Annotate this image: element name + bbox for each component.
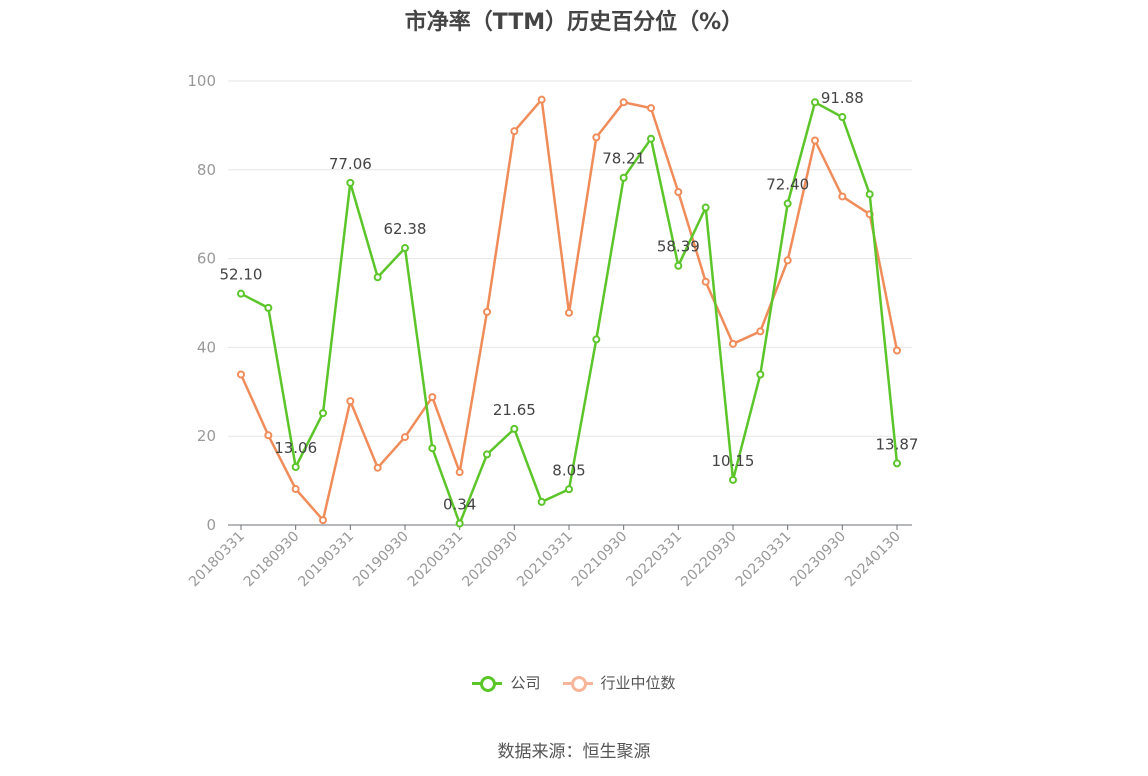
data-point-industry	[401, 433, 409, 442]
data-point-company	[537, 497, 546, 506]
data-point-industry	[647, 104, 655, 113]
y-tick-label: 80	[197, 161, 216, 179]
x-tick-label: 20180930	[241, 529, 303, 591]
data-source: 数据来源：恒生聚源	[497, 742, 651, 762]
data-point-company	[783, 199, 792, 208]
x-tick-label: 20180331	[186, 529, 248, 591]
data-point-industry	[592, 133, 601, 142]
data-point-company	[756, 370, 765, 379]
data-label: 13.87	[876, 435, 919, 453]
data-point-industry	[565, 308, 573, 317]
data-point-industry	[510, 127, 519, 136]
data-point-industry	[783, 256, 792, 265]
legend-company-swatch-icon	[472, 675, 503, 692]
data-point-company	[865, 190, 874, 199]
data-point-industry	[237, 370, 245, 379]
data-point-industry	[291, 485, 300, 494]
data-point-company	[893, 459, 901, 468]
legend-item-industry[interactable]: 行业中位数	[562, 672, 676, 693]
data-label: 0.34	[443, 495, 476, 513]
data-point-company	[319, 409, 327, 418]
data-label: 8.05	[552, 461, 585, 479]
legend-item-company[interactable]: 公司	[472, 672, 541, 693]
data-point-industry	[674, 188, 683, 196]
data-point-company	[373, 273, 382, 282]
data-point-industry	[811, 136, 819, 145]
data-point-industry	[373, 463, 382, 472]
data-point-industry	[756, 327, 765, 336]
data-point-industry	[455, 468, 464, 477]
legend-company-label: 公司	[510, 674, 541, 692]
x-tick-label: 20230331	[733, 529, 795, 591]
x-tick-label: 20220331	[623, 529, 685, 591]
data-point-company	[237, 289, 245, 298]
data-label: 91.88	[821, 89, 864, 107]
data-label: 21.65	[493, 401, 536, 419]
y-tick-label: 0	[206, 516, 216, 534]
data-label: 62.38	[384, 220, 427, 238]
y-tick-label: 40	[197, 338, 216, 356]
x-tick-label: 20190930	[350, 529, 412, 591]
y-tick-label: 20	[197, 427, 216, 445]
data-point-industry	[483, 307, 491, 316]
chart-title: 市净率（TTM）历史百分位（%）	[404, 10, 744, 35]
data-point-industry	[893, 346, 901, 355]
data-label: 72.40	[766, 176, 809, 194]
data-point-industry	[428, 393, 437, 402]
x-tick-label: 20240130	[842, 529, 904, 591]
data-point-company	[592, 335, 601, 344]
data-label: 10.15	[712, 452, 755, 470]
x-tick-label: 20220930	[678, 529, 740, 591]
data-point-industry	[701, 277, 710, 286]
data-point-company	[674, 261, 683, 270]
data-point-company	[428, 444, 437, 453]
x-tick-label: 20230930	[787, 529, 849, 591]
data-point-industry	[619, 98, 628, 107]
data-label: 77.06	[329, 155, 372, 173]
data-point-industry	[729, 339, 737, 348]
data-label: 78.21	[602, 150, 645, 168]
data-point-company	[264, 303, 273, 312]
data-point-company	[510, 424, 519, 433]
data-labels: 52.10 13.06 77.06 62.38 0.34 21.65 8.05 78.21 58…	[220, 89, 919, 513]
x-tick-label: 20200930	[459, 529, 521, 591]
data-point-company	[701, 203, 710, 212]
x-tick-label: 20210930	[569, 529, 631, 591]
data-label: 13.06	[274, 439, 317, 457]
x-tick-label: 20190331	[295, 529, 357, 591]
data-point-industry	[319, 516, 327, 525]
data-point-company	[483, 450, 491, 459]
data-point-industry	[264, 431, 273, 440]
series	[237, 95, 901, 528]
legend-industry-label: 行业中位数	[600, 674, 676, 692]
data-label: 58.39	[657, 238, 700, 256]
data-point-company	[346, 178, 355, 187]
x-tick-label: 20200331	[405, 529, 467, 591]
data-point-industry	[346, 397, 355, 406]
data-point-company	[647, 134, 655, 143]
data-point-company	[565, 485, 573, 494]
data-point-company	[455, 519, 464, 528]
data-point-industry	[838, 192, 847, 201]
data-point-company	[729, 475, 737, 484]
y-tick-label: 100	[187, 72, 216, 90]
grid-lines	[228, 80, 912, 437]
legend: 公司 行业中位数	[0, 672, 1148, 693]
data-point-company	[291, 463, 300, 472]
data-point-company	[838, 113, 847, 122]
x-tick-label: 20210331	[514, 529, 576, 591]
legend-industry-swatch-icon	[562, 675, 593, 692]
data-point-company	[811, 98, 819, 107]
data-label: 52.10	[220, 266, 263, 284]
data-point-company	[619, 173, 628, 182]
data-point-industry	[537, 95, 546, 104]
data-point-company	[401, 244, 409, 253]
y-tick-label: 60	[197, 250, 216, 268]
